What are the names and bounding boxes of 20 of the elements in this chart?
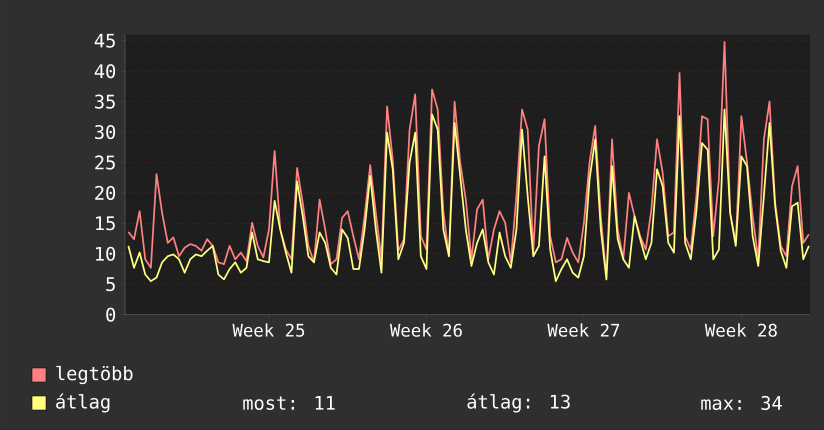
x-tick-label: Week 27 [547,323,620,337]
y-tick-label: 20 [95,186,116,200]
line-series [128,108,810,282]
y-tick-label: 15 [96,216,115,230]
y-tick-label: 0 [106,308,116,322]
x-tick-label: Week 26 [390,323,462,337]
y-tick-label: 5 [106,277,115,292]
text: max: 34 [701,396,782,410]
legend-label: legtöbb [56,366,133,384]
legend-label: átlag [56,394,110,412]
y-tick-label: 35 [95,94,115,109]
y-tick-label: 10 [96,246,116,261]
text: átlag: 13 [467,394,570,412]
x-tick-label: Week 28 [704,323,777,337]
text: most: 11 [243,396,335,410]
y-tick-label: 30 [95,124,116,140]
y-tick-label: 25 [95,155,115,170]
y-tick-label: 40 [94,64,116,78]
x-tick-label: Week 25 [232,323,304,337]
y-tick-label: 45 [94,34,115,48]
